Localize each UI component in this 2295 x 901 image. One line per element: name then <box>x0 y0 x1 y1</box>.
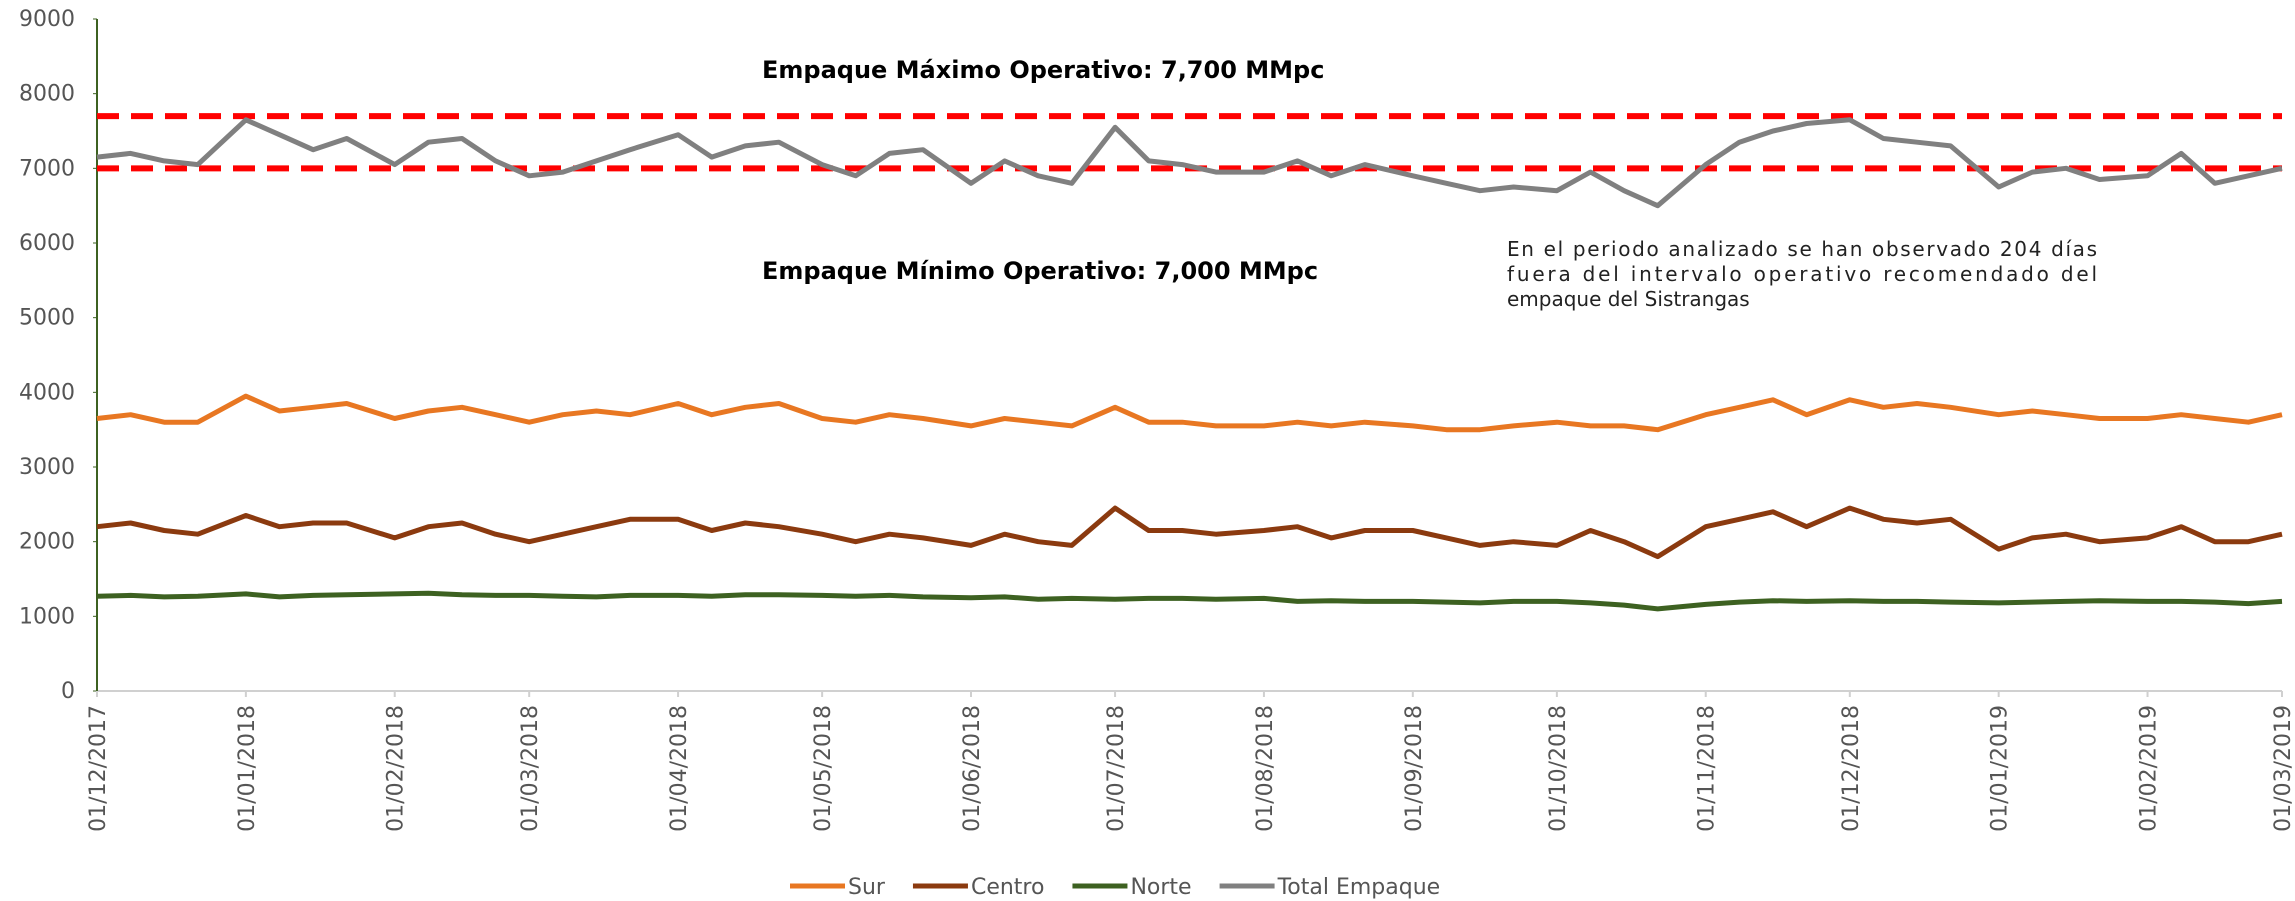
y-tick-label: 8000 <box>19 82 75 107</box>
x-tick-label: 01/02/2019 <box>2137 705 2162 832</box>
y-tick-label: 5000 <box>19 306 75 331</box>
legend-label: Total Empaque <box>1277 875 1441 900</box>
legend-label: Sur <box>848 875 886 900</box>
y-tick-label: 1000 <box>19 604 75 629</box>
x-tick-label: 01/08/2018 <box>1253 705 1278 832</box>
x-tick-label: 01/12/2018 <box>1839 705 1864 832</box>
x-tick-label: 01/01/2018 <box>235 705 260 832</box>
x-tick-label: 01/01/2019 <box>1988 705 2013 832</box>
x-tick-label: 01/07/2018 <box>1104 705 1129 832</box>
x-tick-label: 01/12/2017 <box>86 705 111 832</box>
x-tick-label: 01/05/2018 <box>811 705 836 832</box>
reference-label: Empaque Máximo Operativo: 7,700 MMpc <box>762 56 1324 84</box>
annotation: empaque del Sistrangas <box>1507 287 1750 311</box>
series-line <box>96 590 2283 612</box>
x-tick-label: 01/03/2019 <box>2271 705 2295 832</box>
y-tick-label: 6000 <box>19 231 75 256</box>
annotation: En el periodo analizado se han observado… <box>1507 237 2097 261</box>
x-tick-label: 01/11/2018 <box>1695 705 1720 832</box>
x-tick-label: 01/10/2018 <box>1546 705 1571 832</box>
series-line <box>96 117 2283 209</box>
y-tick-label: 7000 <box>19 156 75 181</box>
y-tick-label: 9000 <box>19 7 75 32</box>
x-tick-label: 01/06/2018 <box>960 705 985 832</box>
y-tick-label: 4000 <box>19 380 75 405</box>
y-tick-label: 0 <box>61 679 75 704</box>
series-line <box>96 505 2283 560</box>
x-tick-label: 01/09/2018 <box>1402 705 1427 832</box>
annotation: fuera del intervalo operativo recomendad… <box>1507 262 2097 286</box>
y-tick-label: 2000 <box>19 530 75 555</box>
x-tick-label: 01/02/2018 <box>384 705 409 832</box>
legend-label: Centro <box>971 875 1045 900</box>
reference-label: Empaque Mínimo Operativo: 7,000 MMpc <box>762 257 1318 285</box>
x-tick-label: 01/04/2018 <box>667 705 692 832</box>
legend-label: Norte <box>1130 875 1191 900</box>
x-tick-label: 01/03/2018 <box>518 705 543 832</box>
y-tick-label: 3000 <box>19 455 75 480</box>
series-line <box>96 393 2283 433</box>
